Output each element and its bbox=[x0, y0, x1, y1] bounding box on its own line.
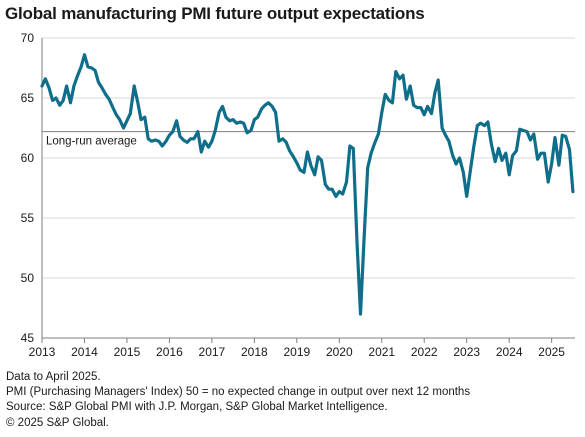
x-tick-label: 2016 bbox=[156, 345, 183, 359]
y-tick-label: 45 bbox=[21, 331, 35, 345]
x-tick-label: 2018 bbox=[241, 345, 268, 359]
x-tick-label: 2013 bbox=[29, 345, 56, 359]
series-line bbox=[40, 53, 575, 316]
note-pmi-definition: PMI (Purchasing Managers' Index) 50 = no… bbox=[6, 386, 471, 399]
long-run-average-label: Long-run average bbox=[46, 136, 137, 148]
x-tick-label: 2023 bbox=[453, 345, 480, 359]
x-tick-label: 2019 bbox=[283, 345, 310, 359]
x-tick-label: 2021 bbox=[368, 345, 395, 359]
note-source: Source: S&P Global PMI with J.P. Morgan,… bbox=[6, 401, 388, 414]
y-tick-label: 70 bbox=[21, 31, 35, 45]
y-tick-label: 60 bbox=[21, 151, 35, 165]
x-tick-label: 2015 bbox=[114, 345, 141, 359]
chart-notes: Data to April 2025. PMI (Purchasing Mana… bbox=[6, 370, 470, 431]
x-tick-label: 2025 bbox=[538, 345, 565, 359]
note-data-date: Data to April 2025. bbox=[6, 371, 101, 383]
x-tick-label: 2022 bbox=[411, 345, 438, 359]
x-tick-label: 2014 bbox=[71, 345, 98, 359]
y-tick-label: 65 bbox=[21, 91, 35, 105]
y-tick-label: 50 bbox=[21, 271, 35, 285]
x-tick-label: 2024 bbox=[496, 345, 523, 359]
note-copyright: © 2025 S&P Global. bbox=[6, 416, 109, 429]
chart-title: Global manufacturing PMI future output e… bbox=[5, 4, 425, 23]
x-tick-label: 2017 bbox=[199, 345, 226, 359]
x-tick-label: 2020 bbox=[326, 345, 353, 359]
y-tick-label: 55 bbox=[21, 211, 35, 225]
